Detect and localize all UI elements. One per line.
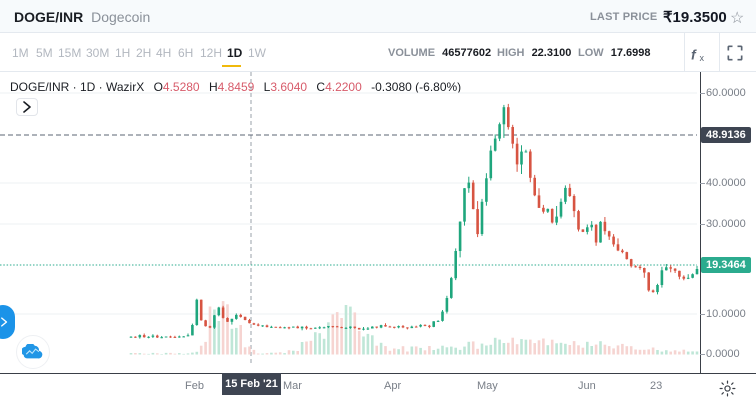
svg-text:f: f [691, 47, 697, 63]
svg-text:x: x [700, 53, 705, 63]
